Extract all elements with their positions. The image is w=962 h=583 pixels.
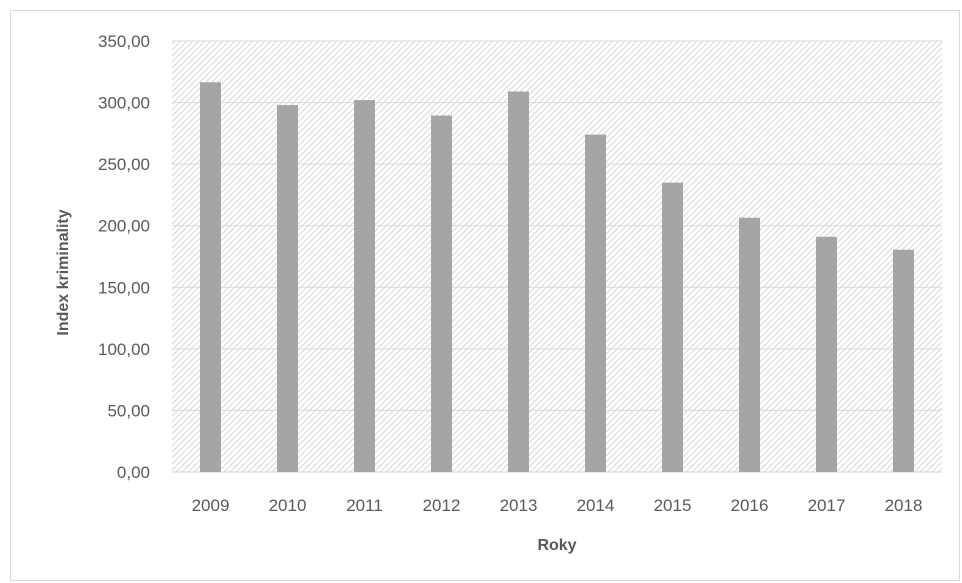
bar-2015	[662, 182, 683, 472]
bar-2009	[200, 82, 221, 472]
bar-2017	[816, 236, 837, 472]
x-axis-ticks: 2009 2010 2011 2012 2013 2014 2015 2016 2017 2018	[192, 496, 923, 515]
bar-2018	[893, 249, 914, 472]
x-tick-label: 2009	[192, 496, 230, 515]
x-tick-label: 2018	[885, 496, 923, 515]
bar-2014	[585, 134, 606, 473]
x-tick-label: 2013	[500, 496, 538, 515]
bar-2013	[508, 91, 529, 472]
x-tick-label: 2015	[654, 496, 692, 515]
x-axis-title: Roky	[537, 537, 576, 554]
y-tick-label: 350,00	[98, 32, 150, 51]
y-tick-label: 50,00	[107, 401, 150, 420]
x-tick-label: 2017	[808, 496, 846, 515]
bars	[200, 82, 914, 473]
y-tick-label: 150,00	[98, 278, 150, 297]
y-tick-label: 250,00	[98, 155, 150, 174]
x-tick-label: 2014	[577, 496, 615, 515]
y-axis-title: Index kriminality	[55, 209, 72, 335]
y-axis-ticks: 0,00 50,00 100,00 150,00 200,00 250,00 300,00 3…	[98, 32, 150, 482]
bar-2010	[277, 105, 298, 472]
x-tick-label: 2010	[269, 496, 307, 515]
x-tick-label: 2012	[423, 496, 461, 515]
y-tick-label: 300,00	[98, 94, 150, 113]
x-tick-label: 2011	[346, 496, 383, 515]
y-tick-label: 0,00	[117, 463, 150, 482]
y-tick-label: 200,00	[98, 217, 150, 236]
bar-2016	[739, 217, 760, 472]
bar-2012	[431, 115, 452, 472]
bar-2011	[354, 100, 375, 472]
x-tick-label: 2016	[731, 496, 769, 515]
plot-area	[172, 41, 942, 472]
gridlines	[172, 40, 942, 473]
y-tick-label: 100,00	[98, 340, 150, 359]
